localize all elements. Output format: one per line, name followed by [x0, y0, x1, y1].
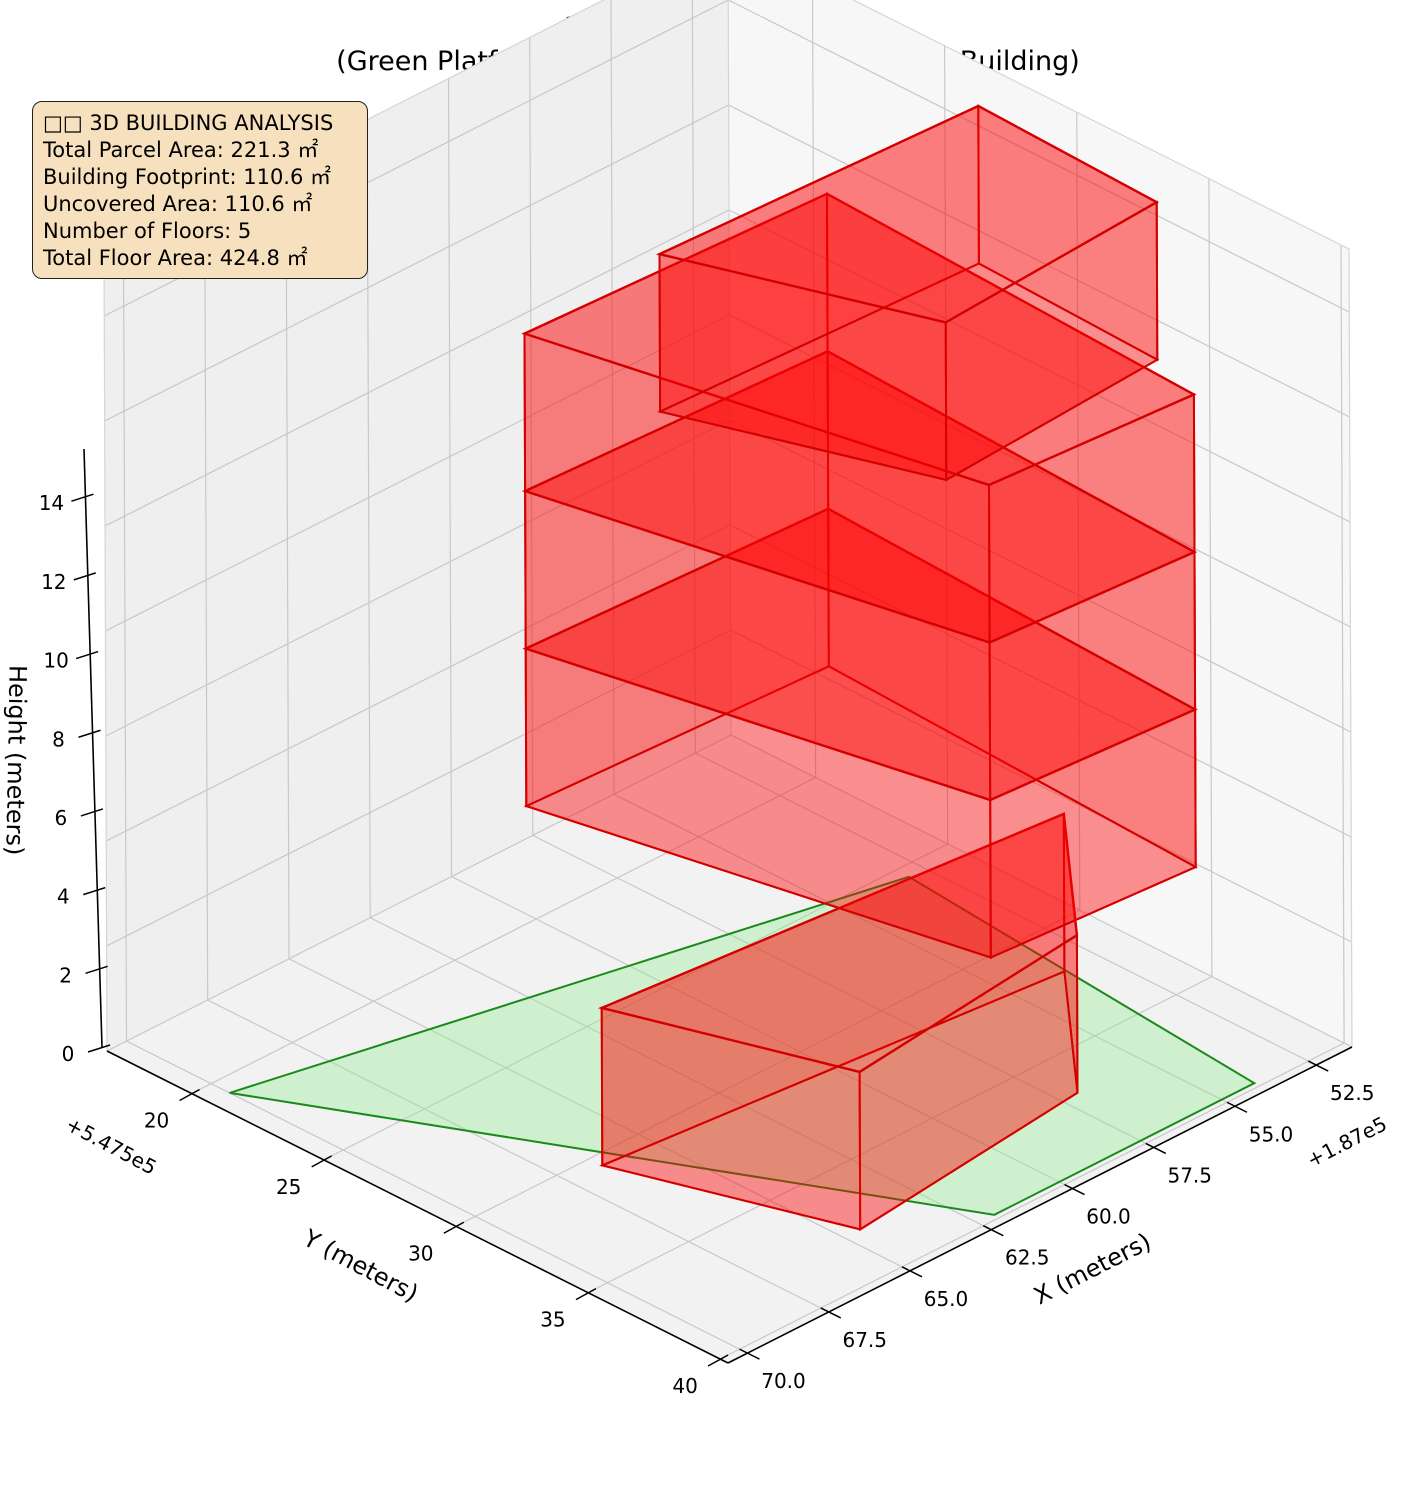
- y-tick: [575, 1287, 597, 1301]
- y-tick-label: 40: [672, 1374, 697, 1398]
- floor-bottom: [657, 262, 1160, 481]
- info-heading: □□ 3D BUILDING ANALYSIS: [43, 111, 334, 135]
- analysis-info-box: □□ 3D BUILDING ANALYSIS Total Parcel Are…: [32, 101, 368, 279]
- z-tick: [83, 886, 106, 896]
- y-tick: [443, 1221, 465, 1234]
- floor-bottom: [522, 350, 1197, 644]
- z-tick-label: 2: [59, 963, 72, 987]
- x-tick: [901, 1266, 923, 1278]
- y-axis-label: Y (meters): [298, 1224, 423, 1308]
- x-tick-label: 52.5: [1330, 1081, 1375, 1105]
- x-tick: [1226, 1101, 1248, 1113]
- info-total-floor-area: Total Floor Area: 424.8 ㎡: [43, 246, 308, 270]
- pane-edge: [727, 0, 732, 736]
- x-tick: [1307, 1060, 1329, 1072]
- x-tick: [739, 1348, 760, 1360]
- parcel-platform: [229, 875, 1257, 1216]
- info-uncovered-area: Uncovered Area: 110.6 ㎡: [43, 192, 313, 216]
- y-tick-label: 25: [276, 1175, 301, 1199]
- info-building-footprint: Building Footprint: 110.6 ㎡: [43, 165, 332, 189]
- floor-top: [521, 192, 1197, 487]
- x-tick-label: 62.5: [1005, 1246, 1050, 1270]
- x-tick-label: 57.5: [1167, 1163, 1212, 1187]
- y-tick-label: 30: [408, 1241, 433, 1265]
- z-tick: [80, 808, 104, 817]
- z-tick: [78, 729, 101, 738]
- info-number-of-floors: Number of Floors: 5: [43, 219, 252, 243]
- y-tick: [179, 1088, 200, 1102]
- z-tick-label: 0: [62, 1042, 75, 1066]
- x-tick: [1064, 1183, 1085, 1196]
- info-total-parcel-area: Total Parcel Area: 221.3 ㎡: [43, 138, 319, 162]
- floor-level-1: [597, 812, 1079, 1232]
- y-tick: [707, 1354, 729, 1367]
- z-axis-line: [83, 448, 103, 1048]
- z-tick-label: 4: [57, 885, 70, 909]
- y-tick-label: 35: [540, 1308, 565, 1332]
- x-tick-label: 60.0: [1086, 1205, 1131, 1229]
- floor-level-2: [522, 507, 1198, 960]
- floor-bottom: [599, 969, 1079, 1231]
- x-tick: [1145, 1142, 1167, 1155]
- floor-top: [597, 812, 1079, 1074]
- x-tick-label: 70.0: [761, 1369, 806, 1393]
- pane-edge: [103, 0, 1353, 1052]
- z-tick-label: 8: [52, 727, 65, 751]
- z-tick-label: 12: [41, 570, 66, 594]
- floor-level-3: [521, 349, 1198, 802]
- floor-bottom: [523, 665, 1198, 959]
- x-tick-label: 67.5: [842, 1328, 887, 1352]
- x-tick: [820, 1307, 842, 1319]
- floor-level-5: [655, 104, 1160, 482]
- z-tick: [75, 650, 99, 660]
- y-tick: [311, 1155, 333, 1168]
- x-tick-label: 65.0: [924, 1287, 969, 1311]
- x-tick-label: 55.0: [1249, 1122, 1294, 1146]
- chart-marks: [229, 104, 1257, 1232]
- z-tick-label: 10: [43, 649, 68, 673]
- x-axis-line: [727, 1046, 1353, 1364]
- floor-top: [655, 104, 1160, 324]
- z-tick-label: 6: [55, 806, 68, 830]
- z-tick: [71, 493, 94, 502]
- z-tick: [85, 965, 108, 975]
- z-tick: [87, 1044, 111, 1053]
- x-tick: [982, 1225, 1004, 1237]
- floor-level-4: [521, 192, 1197, 645]
- z-tick-label: 14: [39, 491, 64, 515]
- x-offset-label: +1.87e5: [1303, 1111, 1391, 1172]
- floor-bottom: [522, 507, 1198, 802]
- z-tick: [73, 572, 97, 581]
- y-tick-label: 20: [144, 1108, 169, 1132]
- floor-pane: [107, 735, 1352, 1363]
- y-axis-line: [106, 1050, 729, 1364]
- tick-marks: 52.555.057.560.062.565.067.570.020253035…: [39, 491, 1375, 1398]
- z-axis-label: Height (meters): [0, 665, 31, 856]
- axis-lines: [83, 448, 1353, 1364]
